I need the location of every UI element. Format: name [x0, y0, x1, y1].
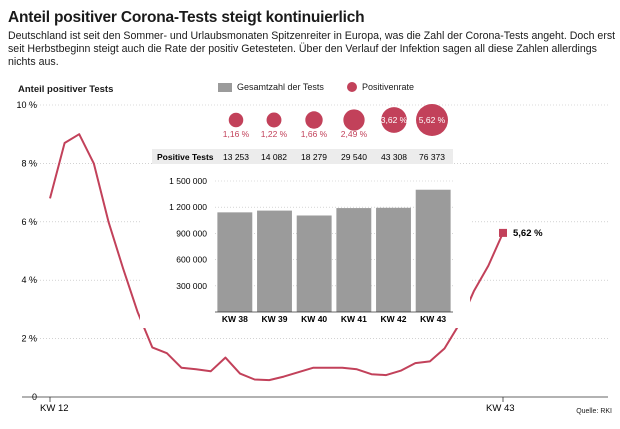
bar-x-tick-label: KW 42	[381, 314, 407, 324]
bar	[415, 189, 451, 312]
legend-label-rate: Positivenrate	[362, 82, 415, 92]
legend-item-tests: Gesamtzahl der Tests	[218, 82, 324, 92]
positive-tests-row-bg	[152, 149, 453, 164]
line-y-tick-label: 6 %	[21, 217, 37, 227]
rate-bubble-label: 1,16 %	[223, 129, 250, 139]
page-title: Anteil positiver Corona-Tests steigt kon…	[8, 9, 365, 26]
bar	[376, 207, 411, 312]
rate-bubble-label: 2,49 %	[341, 129, 368, 139]
line-y-tick-label: 10 %	[16, 100, 37, 110]
line-end-label: 5,62 %	[513, 228, 543, 239]
source-note: Quelle: RKI	[576, 408, 612, 415]
bar	[336, 208, 372, 312]
positive-tests-value: 29 540	[341, 152, 367, 162]
line-x-tick-label-start: KW 12	[40, 403, 69, 414]
page-subtitle: Deutschland ist seit den Sommer- und Url…	[8, 30, 616, 68]
bar-x-tick-label: KW 39	[262, 314, 288, 324]
line-x-tick-label-end: KW 43	[486, 403, 515, 414]
rate-bubble-label: 3,62 %	[381, 115, 408, 125]
line-y-tick-label: 4 %	[21, 275, 37, 285]
bar	[296, 215, 332, 312]
legend-swatch-bar	[218, 82, 232, 92]
bar-y-tick-label: 1 200 000	[169, 202, 207, 212]
rate-bubble	[305, 111, 323, 129]
legend-label-tests: Gesamtzahl der Tests	[237, 82, 324, 92]
legend-swatch-dot	[347, 82, 357, 92]
line-end-marker	[499, 228, 507, 237]
bar-y-tick-label: 1 500 000	[169, 176, 207, 186]
positive-tests-value: 14 082	[261, 152, 287, 162]
line-y-axis-label: Anteil positiver Tests	[18, 84, 114, 95]
rate-bubble	[416, 104, 448, 136]
bar-x-tick-label: KW 38	[222, 314, 248, 324]
rate-bubble	[381, 107, 407, 133]
positive-tests-label: Positive Tests	[157, 152, 214, 162]
rate-bubble	[228, 112, 244, 128]
bar	[257, 210, 292, 312]
legend-item-rate: Positivenrate	[347, 82, 414, 92]
bar-y-tick-label: 600 000	[176, 255, 207, 265]
positive-tests-value: 18 279	[301, 152, 327, 162]
bar	[217, 212, 253, 312]
line-y-tick-label: 8 %	[21, 158, 37, 168]
bar-x-tick-label: KW 41	[341, 314, 367, 324]
rate-bubble	[343, 109, 365, 131]
line-series-positive-rate	[49, 133, 504, 382]
positive-tests-value: 43 308	[381, 152, 407, 162]
bar-y-tick-label: 300 000	[176, 281, 207, 291]
rate-bubble-label: 5,62 %	[419, 115, 446, 125]
positive-tests-value: 76 373	[419, 152, 445, 162]
line-y-tick-label: 2 %	[21, 334, 37, 344]
rate-bubble-label: 1,66 %	[301, 129, 328, 139]
positive-tests-value: 13 253	[223, 152, 249, 162]
bar-x-tick-label: KW 40	[301, 314, 327, 324]
bar-x-tick-label: KW 43	[420, 314, 446, 324]
bar-y-tick-label: 900 000	[176, 228, 207, 238]
rate-bubble	[266, 112, 282, 128]
rate-bubble-label: 1,22 %	[261, 129, 288, 139]
